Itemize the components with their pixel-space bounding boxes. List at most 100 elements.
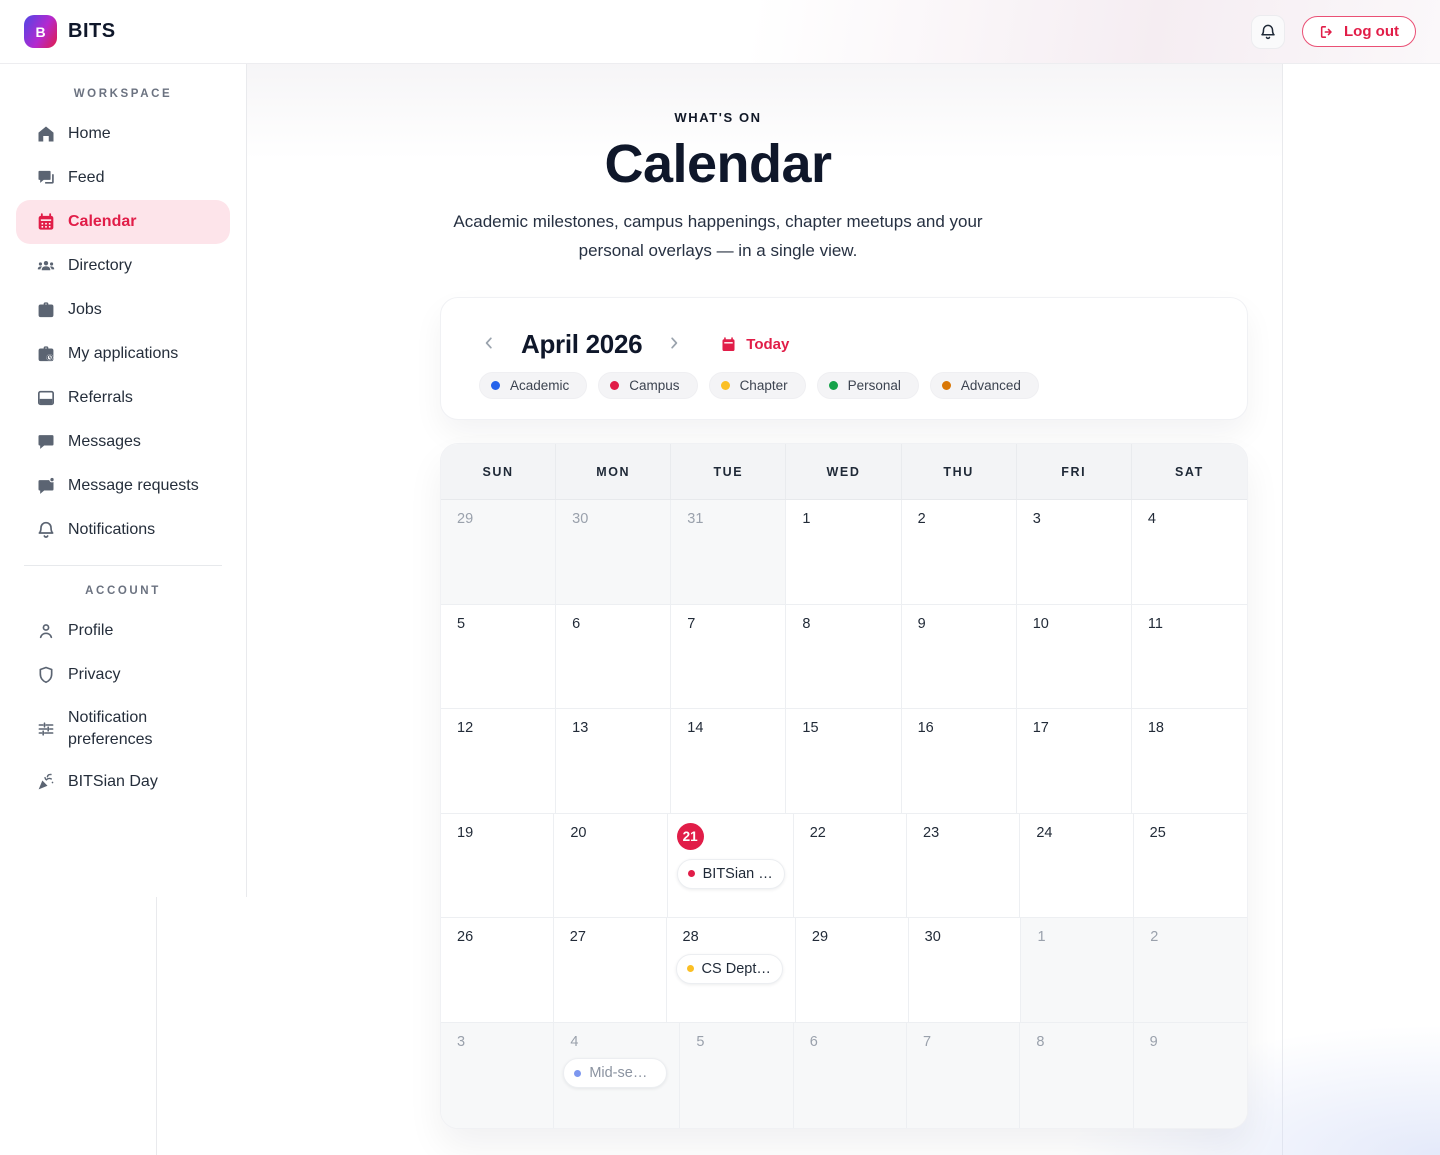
legend-chip-academic[interactable]: Academic: [479, 372, 588, 399]
sidebar-item-label: Notification preferences: [68, 709, 153, 748]
day-number: 9: [917, 615, 926, 632]
sidebar-item-my-applications[interactable]: My applications: [16, 332, 230, 376]
day-cell[interactable]: 1: [786, 500, 902, 605]
sidebar-item-profile[interactable]: Profile: [16, 609, 230, 653]
today-button[interactable]: Today: [720, 336, 789, 353]
day-cell[interactable]: 8: [1020, 1022, 1134, 1128]
briefcase-icon: [36, 300, 56, 320]
day-number: 30: [924, 929, 941, 946]
today-label: Today: [746, 335, 790, 353]
sidebar-item-jobs[interactable]: Jobs: [16, 288, 230, 332]
chat-icon: [36, 432, 56, 452]
day-cell[interactable]: 6: [793, 1022, 908, 1128]
legend-chip-campus[interactable]: Campus: [598, 372, 698, 399]
sidebar-item-privacy[interactable]: Privacy: [16, 653, 230, 697]
day-number: 18: [1147, 720, 1164, 737]
sidebar-item-directory[interactable]: Directory: [16, 244, 230, 288]
prev-month-button[interactable]: [479, 334, 499, 354]
logout-button[interactable]: Log out: [1302, 16, 1416, 47]
legend-label: Academic: [510, 378, 570, 393]
day-number: 6: [809, 1033, 818, 1050]
workspace-section-label: WORKSPACE: [73, 88, 173, 100]
sidebar-item-label: Feed: [68, 169, 105, 187]
day-cell[interactable]: 3: [441, 1022, 555, 1128]
day-cell[interactable]: 9: [901, 604, 1017, 710]
sidebar-item-label: BITSian Day: [68, 773, 158, 791]
sidebar-item-label: My applications: [68, 345, 179, 363]
sidebar-item-messages[interactable]: Messages: [16, 420, 230, 464]
day-number: 3: [457, 1033, 466, 1050]
day-cell[interactable]: 7: [907, 1022, 1021, 1128]
day-cell[interactable]: 5: [441, 604, 557, 710]
sidebar-item-feed[interactable]: Feed: [16, 156, 230, 200]
legend-chip-personal[interactable]: Personal: [816, 372, 919, 399]
sidebar-item-referrals[interactable]: Referrals: [16, 376, 230, 420]
brand[interactable]: B BITS: [24, 15, 116, 48]
day-number: 10: [1032, 615, 1049, 632]
feed-icon: [36, 168, 56, 188]
day-cell[interactable]: 19: [441, 813, 555, 919]
day-cell[interactable]: 30: [556, 500, 672, 605]
day-cell[interactable]: 26: [441, 918, 554, 1023]
event-pill[interactable]: BITSian …: [676, 858, 785, 889]
day-cell[interactable]: 2: [1134, 918, 1247, 1023]
sidebar-workspace-list: Home Feed Calendar Directory Jobs My applicat…: [0, 112, 246, 552]
day-cell[interactable]: 10: [1016, 604, 1132, 710]
weekday-label-fri: FRI: [1017, 444, 1132, 499]
day-cell[interactable]: 8: [786, 604, 902, 710]
day-cell[interactable]: 6: [556, 604, 672, 710]
sliders-icon: [36, 719, 56, 739]
page-subtitle: Academic milestones, campus happenings, …: [453, 212, 983, 260]
day-cell[interactable]: 25: [1133, 813, 1247, 919]
day-cell[interactable]: 18: [1131, 709, 1247, 814]
day-cell[interactable]: 23: [907, 813, 1021, 919]
sidebar-item-bitsian-day[interactable]: BITSian Day: [16, 760, 230, 804]
day-cell[interactable]: 12: [441, 709, 557, 814]
sidebar-item-label: Calendar: [68, 213, 137, 231]
day-cell[interactable]: 14: [671, 709, 787, 814]
next-month-button[interactable]: [664, 334, 684, 354]
day-cell[interactable]: 5: [680, 1022, 794, 1128]
day-cell[interactable]: 28 CS Dept …: [666, 918, 796, 1023]
day-cell[interactable]: 4: [1131, 500, 1247, 605]
day-cell[interactable]: 17: [1016, 709, 1132, 814]
day-number: 29: [457, 511, 474, 527]
day-cell[interactable]: 29: [795, 918, 909, 1023]
sidebar-item-home[interactable]: Home: [16, 112, 230, 156]
day-cell[interactable]: 11: [1131, 604, 1247, 710]
sidebar-item-message-requests[interactable]: Message requests: [16, 464, 230, 508]
day-cell[interactable]: 21 BITSian …: [667, 813, 794, 919]
today-date-badge: 21: [676, 822, 704, 850]
sidebar-item-notification-preferences[interactable]: Notification preferences: [16, 697, 230, 760]
day-cell[interactable]: 3: [1016, 500, 1132, 605]
day-cell[interactable]: 15: [786, 709, 902, 814]
event-pill[interactable]: CS Dept …: [675, 953, 784, 984]
day-cell[interactable]: 16: [901, 709, 1017, 814]
day-cell[interactable]: 1: [1021, 918, 1135, 1023]
day-number: 12: [457, 720, 474, 737]
event-pill[interactable]: Mid-sem…: [563, 1058, 668, 1089]
day-cell[interactable]: 4 Mid-sem…: [554, 1022, 681, 1128]
shield-icon: [36, 665, 56, 685]
sidebar-item-label: Jobs: [68, 301, 102, 319]
sidebar-item-calendar[interactable]: Calendar: [16, 200, 230, 244]
day-cell[interactable]: 20: [554, 813, 668, 919]
day-cell[interactable]: 7: [671, 604, 787, 710]
day-cell[interactable]: 27: [553, 918, 667, 1023]
legend-chip-advanced[interactable]: Advanced: [929, 372, 1039, 399]
sidebar-item-notifications[interactable]: Notifications: [16, 508, 230, 552]
day-cell[interactable]: 13: [556, 709, 672, 814]
weekday-label-thu: THU: [902, 444, 1017, 499]
day-cell[interactable]: 30: [908, 918, 1022, 1023]
legend-chip-chapter[interactable]: Chapter: [708, 372, 806, 399]
day-cell[interactable]: 9: [1133, 1022, 1247, 1128]
day-cell[interactable]: 22: [793, 813, 908, 919]
day-cell[interactable]: 29: [441, 500, 557, 605]
notifications-button[interactable]: [1251, 14, 1286, 49]
logout-label: Log out: [1344, 23, 1399, 40]
day-cell[interactable]: 31: [671, 500, 787, 605]
day-cell[interactable]: 2: [901, 500, 1017, 605]
day-cell[interactable]: 24: [1020, 813, 1134, 919]
calendar-week-row: 3 4 Mid-sem… 5 6 7 8 9: [441, 1022, 1247, 1128]
chat-dot-icon: [36, 476, 56, 496]
